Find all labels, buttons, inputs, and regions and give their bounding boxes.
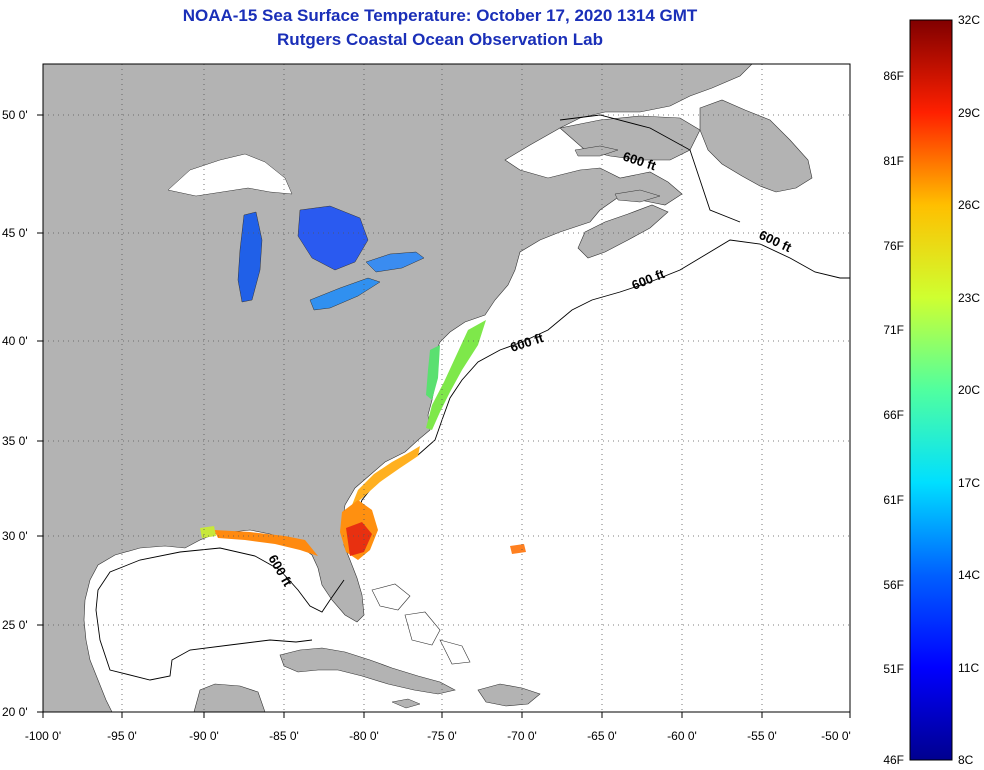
land-nova-scotia xyxy=(577,204,669,259)
lon-label-50w: -50 0' xyxy=(821,729,851,743)
sst-gulf-coast-strip xyxy=(214,530,318,556)
colorbar-label-46f: 46F xyxy=(883,753,904,767)
colorbar-label-29c: 29C xyxy=(958,106,980,120)
colorbar-label-81f: 81F xyxy=(883,154,904,168)
sst-warm-core xyxy=(346,522,372,556)
graticule xyxy=(43,64,850,712)
lat-label-40n: 40 0' xyxy=(2,334,28,348)
lat-label-20n: 20 0' xyxy=(2,705,28,719)
lake-michigan xyxy=(237,211,263,303)
lon-label-65w: -65 0' xyxy=(587,729,617,743)
land-hispaniola xyxy=(477,683,541,707)
land-anticosti xyxy=(574,145,619,157)
colorbar-label-8c: 8C xyxy=(958,753,974,767)
colorbar-label-32c: 32C xyxy=(958,13,980,27)
lake-huron xyxy=(297,205,369,271)
temperature-colorbar xyxy=(909,19,953,761)
colorbar-label-14c: 14C xyxy=(958,568,980,582)
lon-label-95w: -95 0' xyxy=(107,729,137,743)
colorbar-label-17c: 17C xyxy=(958,476,980,490)
land-jamaica xyxy=(391,698,421,709)
lon-label-70w: -70 0' xyxy=(507,729,537,743)
colorbar-label-11c: 11C xyxy=(958,661,979,675)
isobath-600ft-stlawrence xyxy=(559,114,741,223)
lon-label-80w: -80 0' xyxy=(349,729,379,743)
colorbar-label-56f: 56F xyxy=(883,578,904,592)
axis-ticks xyxy=(37,114,851,718)
sst-offshore-patch xyxy=(510,544,526,554)
lat-label-50n: 50 0' xyxy=(2,108,28,122)
colorbar-label-23c: 23C xyxy=(958,291,980,305)
lon-label-75w: -75 0' xyxy=(427,729,457,743)
map-title: NOAA-15 Sea Surface Temperature: October… xyxy=(182,6,698,25)
lat-label-30n: 30 0' xyxy=(2,529,28,543)
lake-ontario xyxy=(365,251,425,273)
colorbar-label-66f: 66F xyxy=(883,408,904,422)
lon-label-90w: -90 0' xyxy=(189,729,219,743)
colorbar-label-51f: 51F xyxy=(883,662,904,676)
isobath-600ft-gulf xyxy=(95,547,345,681)
lat-label-25n: 25 0' xyxy=(2,618,28,632)
colorbar-label-76f: 76F xyxy=(883,239,904,253)
colorbar-label-26c: 26C xyxy=(958,198,980,212)
sst-carolina-strip xyxy=(350,446,420,510)
lat-label-35n: 35 0' xyxy=(2,434,28,448)
sst-mid-atlantic-strip xyxy=(426,320,486,430)
land-north-america xyxy=(43,64,753,712)
lon-label-85w: -85 0' xyxy=(269,729,299,743)
colorbar-label-20c: 20C xyxy=(958,383,980,397)
colorbar-label-61f: 61F xyxy=(883,493,904,507)
land-newfoundland xyxy=(699,99,813,193)
lon-label-60w: -60 0' xyxy=(667,729,697,743)
lon-label-100w: -100 0' xyxy=(25,729,61,743)
lake-erie xyxy=(309,277,381,311)
map-subtitle: Rutgers Coastal Ocean Observation Lab xyxy=(277,30,603,49)
colorbar-label-71f: 71F xyxy=(883,323,904,337)
colorbar-label-86f: 86F xyxy=(883,69,904,83)
land-cuba xyxy=(279,647,456,695)
lon-label-55w: -55 0' xyxy=(747,729,777,743)
bahamas-banks xyxy=(371,583,471,665)
map-frame xyxy=(42,63,851,713)
sst-chesapeake xyxy=(426,345,440,400)
lake-superior xyxy=(167,153,293,197)
land-yucatan xyxy=(193,683,266,712)
land-pei xyxy=(614,189,661,203)
lat-label-45n: 45 0' xyxy=(2,226,28,240)
